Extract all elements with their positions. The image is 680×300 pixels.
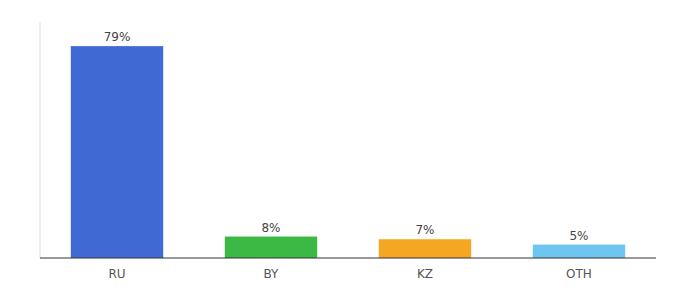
x-tick-label: KZ <box>417 267 433 281</box>
bars <box>71 46 625 258</box>
chart: 79% 8% 7% 5% RU BY KZ OTH <box>0 0 680 300</box>
bar <box>379 239 471 258</box>
chart-container: 79% 8% 7% 5% RU BY KZ OTH <box>0 0 680 300</box>
x-tick-label: RU <box>108 267 125 281</box>
x-tick-label: BY <box>264 267 280 281</box>
bar <box>71 46 163 258</box>
x-axis-line <box>40 258 656 259</box>
y-axis-line <box>40 22 41 258</box>
data-label: 79% <box>104 30 131 44</box>
x-tick-label: OTH <box>566 267 592 281</box>
data-label: 7% <box>415 223 434 237</box>
data-label: 8% <box>261 221 280 235</box>
bar <box>225 237 317 258</box>
data-label: 5% <box>569 229 588 243</box>
bar <box>533 245 625 258</box>
